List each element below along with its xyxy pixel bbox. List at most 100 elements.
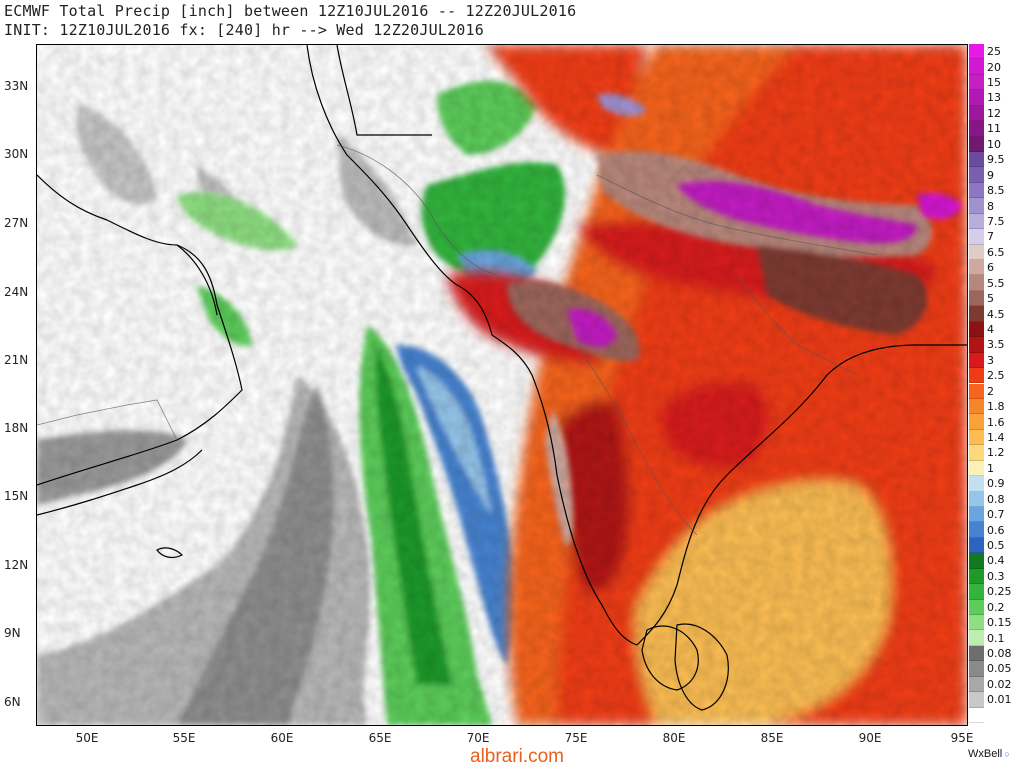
- legend-row: 9: [969, 167, 1021, 183]
- legend-row: 1.6: [969, 414, 1021, 430]
- legend-row: 7: [969, 229, 1021, 245]
- map-subtitle: INIT: 12Z10JUL2016 fx: [240] hr --> Wed …: [4, 21, 484, 39]
- legend-swatch: [969, 630, 984, 646]
- precip-map: [36, 44, 968, 726]
- legend-row: 0.25: [969, 584, 1021, 600]
- lon-label-90e: 90E: [858, 731, 882, 745]
- legend-row: 0.01: [969, 692, 1021, 708]
- lat-label-30n: 30N: [4, 147, 29, 161]
- legend-row: 4: [969, 321, 1021, 338]
- legend-row: 5: [969, 290, 1021, 307]
- legend-swatch: [969, 599, 984, 615]
- lon-label-55e: 55E: [172, 731, 196, 745]
- legend-label: 0.25: [987, 585, 1012, 599]
- legend-swatch: [969, 506, 984, 523]
- lon-label-80e: 80E: [662, 731, 686, 745]
- legend-label: 0.7: [987, 508, 1005, 522]
- legend-swatch: [969, 352, 984, 369]
- legend-label: 8: [987, 199, 994, 213]
- legend-swatch: [969, 445, 984, 461]
- lon-label-95e: 95E: [950, 731, 974, 745]
- legend-row: 0.5: [969, 537, 1021, 554]
- legend-label: 0.9: [987, 477, 1005, 491]
- legend-swatch: [969, 491, 984, 507]
- legend-row: 2.5: [969, 368, 1021, 384]
- legend-row: 10: [969, 136, 1021, 152]
- legend-swatch: [969, 460, 984, 477]
- legend-swatch: [969, 290, 984, 307]
- legend-swatch: [969, 676, 984, 693]
- legend-label: 4: [987, 322, 994, 336]
- legend-swatch: [969, 568, 984, 585]
- legend-label: 13: [987, 91, 1001, 105]
- legend-label: 0.02: [987, 677, 1012, 691]
- legend-label: 0.6: [987, 523, 1005, 537]
- legend-swatch: [969, 614, 984, 631]
- legend-label: 5: [987, 292, 994, 306]
- legend-label: 20: [987, 60, 1001, 74]
- legend-row: 0.9: [969, 476, 1021, 492]
- legend-label: 5.5: [987, 276, 1005, 290]
- lat-label-15n: 15N: [4, 489, 29, 503]
- legend-label: 2: [987, 384, 994, 398]
- legend-label: 0.8: [987, 492, 1005, 506]
- legend-label: 3.5: [987, 338, 1005, 352]
- legend-label: 10: [987, 137, 1001, 151]
- lat-label-9n: 9N: [4, 626, 21, 640]
- lon-label-50e: 50E: [75, 731, 99, 745]
- coastlines: [37, 45, 967, 711]
- legend-label: 2.5: [987, 369, 1005, 383]
- legend-label: 0.5: [987, 539, 1005, 553]
- legend-row: 1: [969, 460, 1021, 477]
- legend-swatch: [969, 476, 984, 492]
- legend-swatch: [969, 260, 984, 276]
- legend-swatch: [969, 182, 984, 199]
- legend-row: 3: [969, 352, 1021, 369]
- legend-swatch: [969, 337, 984, 353]
- legend-swatch: [969, 537, 984, 554]
- legend-row: 11: [969, 121, 1021, 137]
- map-title: ECMWF Total Precip [inch] between 12Z10J…: [4, 2, 577, 20]
- legend-label: 0.01: [987, 693, 1012, 707]
- legend-row: 6.5: [969, 244, 1021, 261]
- legend-row: 5.5: [969, 275, 1021, 291]
- field-texture: [37, 45, 967, 725]
- legend-swatch: [969, 136, 984, 152]
- legend-row: 6: [969, 260, 1021, 276]
- legend-swatch: [969, 645, 984, 662]
- legend-swatch: [969, 105, 984, 122]
- legend-swatch: [969, 553, 984, 569]
- legend-label: 7: [987, 230, 994, 244]
- legend-label: 6: [987, 261, 994, 275]
- legend-swatch: [969, 244, 984, 261]
- legend-swatch: [969, 383, 984, 399]
- lon-label-65e: 65E: [368, 731, 392, 745]
- legend-label: 0.3: [987, 569, 1005, 583]
- brand-dot-icon: ○: [1004, 749, 1010, 759]
- legend-row: 0.15: [969, 614, 1021, 631]
- legend-row: [969, 707, 1021, 723]
- legend-row: 0.8: [969, 491, 1021, 507]
- legend-row: 15: [969, 74, 1021, 91]
- legend-swatch: [969, 275, 984, 291]
- lat-label-27n: 27N: [4, 216, 29, 230]
- lat-label-21n: 21N: [4, 353, 29, 367]
- legend-row: 1.8: [969, 398, 1021, 415]
- legend-row: 0.1: [969, 630, 1021, 646]
- legend-swatch: [969, 661, 984, 677]
- legend-label: 6.5: [987, 245, 1005, 259]
- legend-label: 0.4: [987, 554, 1005, 568]
- legend-row: 3.5: [969, 337, 1021, 353]
- legend-swatch: [969, 59, 984, 75]
- legend-label: 0.05: [987, 662, 1012, 676]
- lat-label-24n: 24N: [4, 285, 29, 299]
- legend-swatch: [969, 90, 984, 106]
- legend-row: 25: [969, 44, 1021, 60]
- legend-row: 12: [969, 105, 1021, 122]
- legend-swatch: [969, 167, 984, 183]
- legend-label: 0.15: [987, 616, 1012, 630]
- country-borders: [37, 144, 878, 536]
- legend-swatch: [969, 368, 984, 384]
- legend-swatch: [969, 707, 984, 723]
- legend-swatch: [969, 522, 984, 538]
